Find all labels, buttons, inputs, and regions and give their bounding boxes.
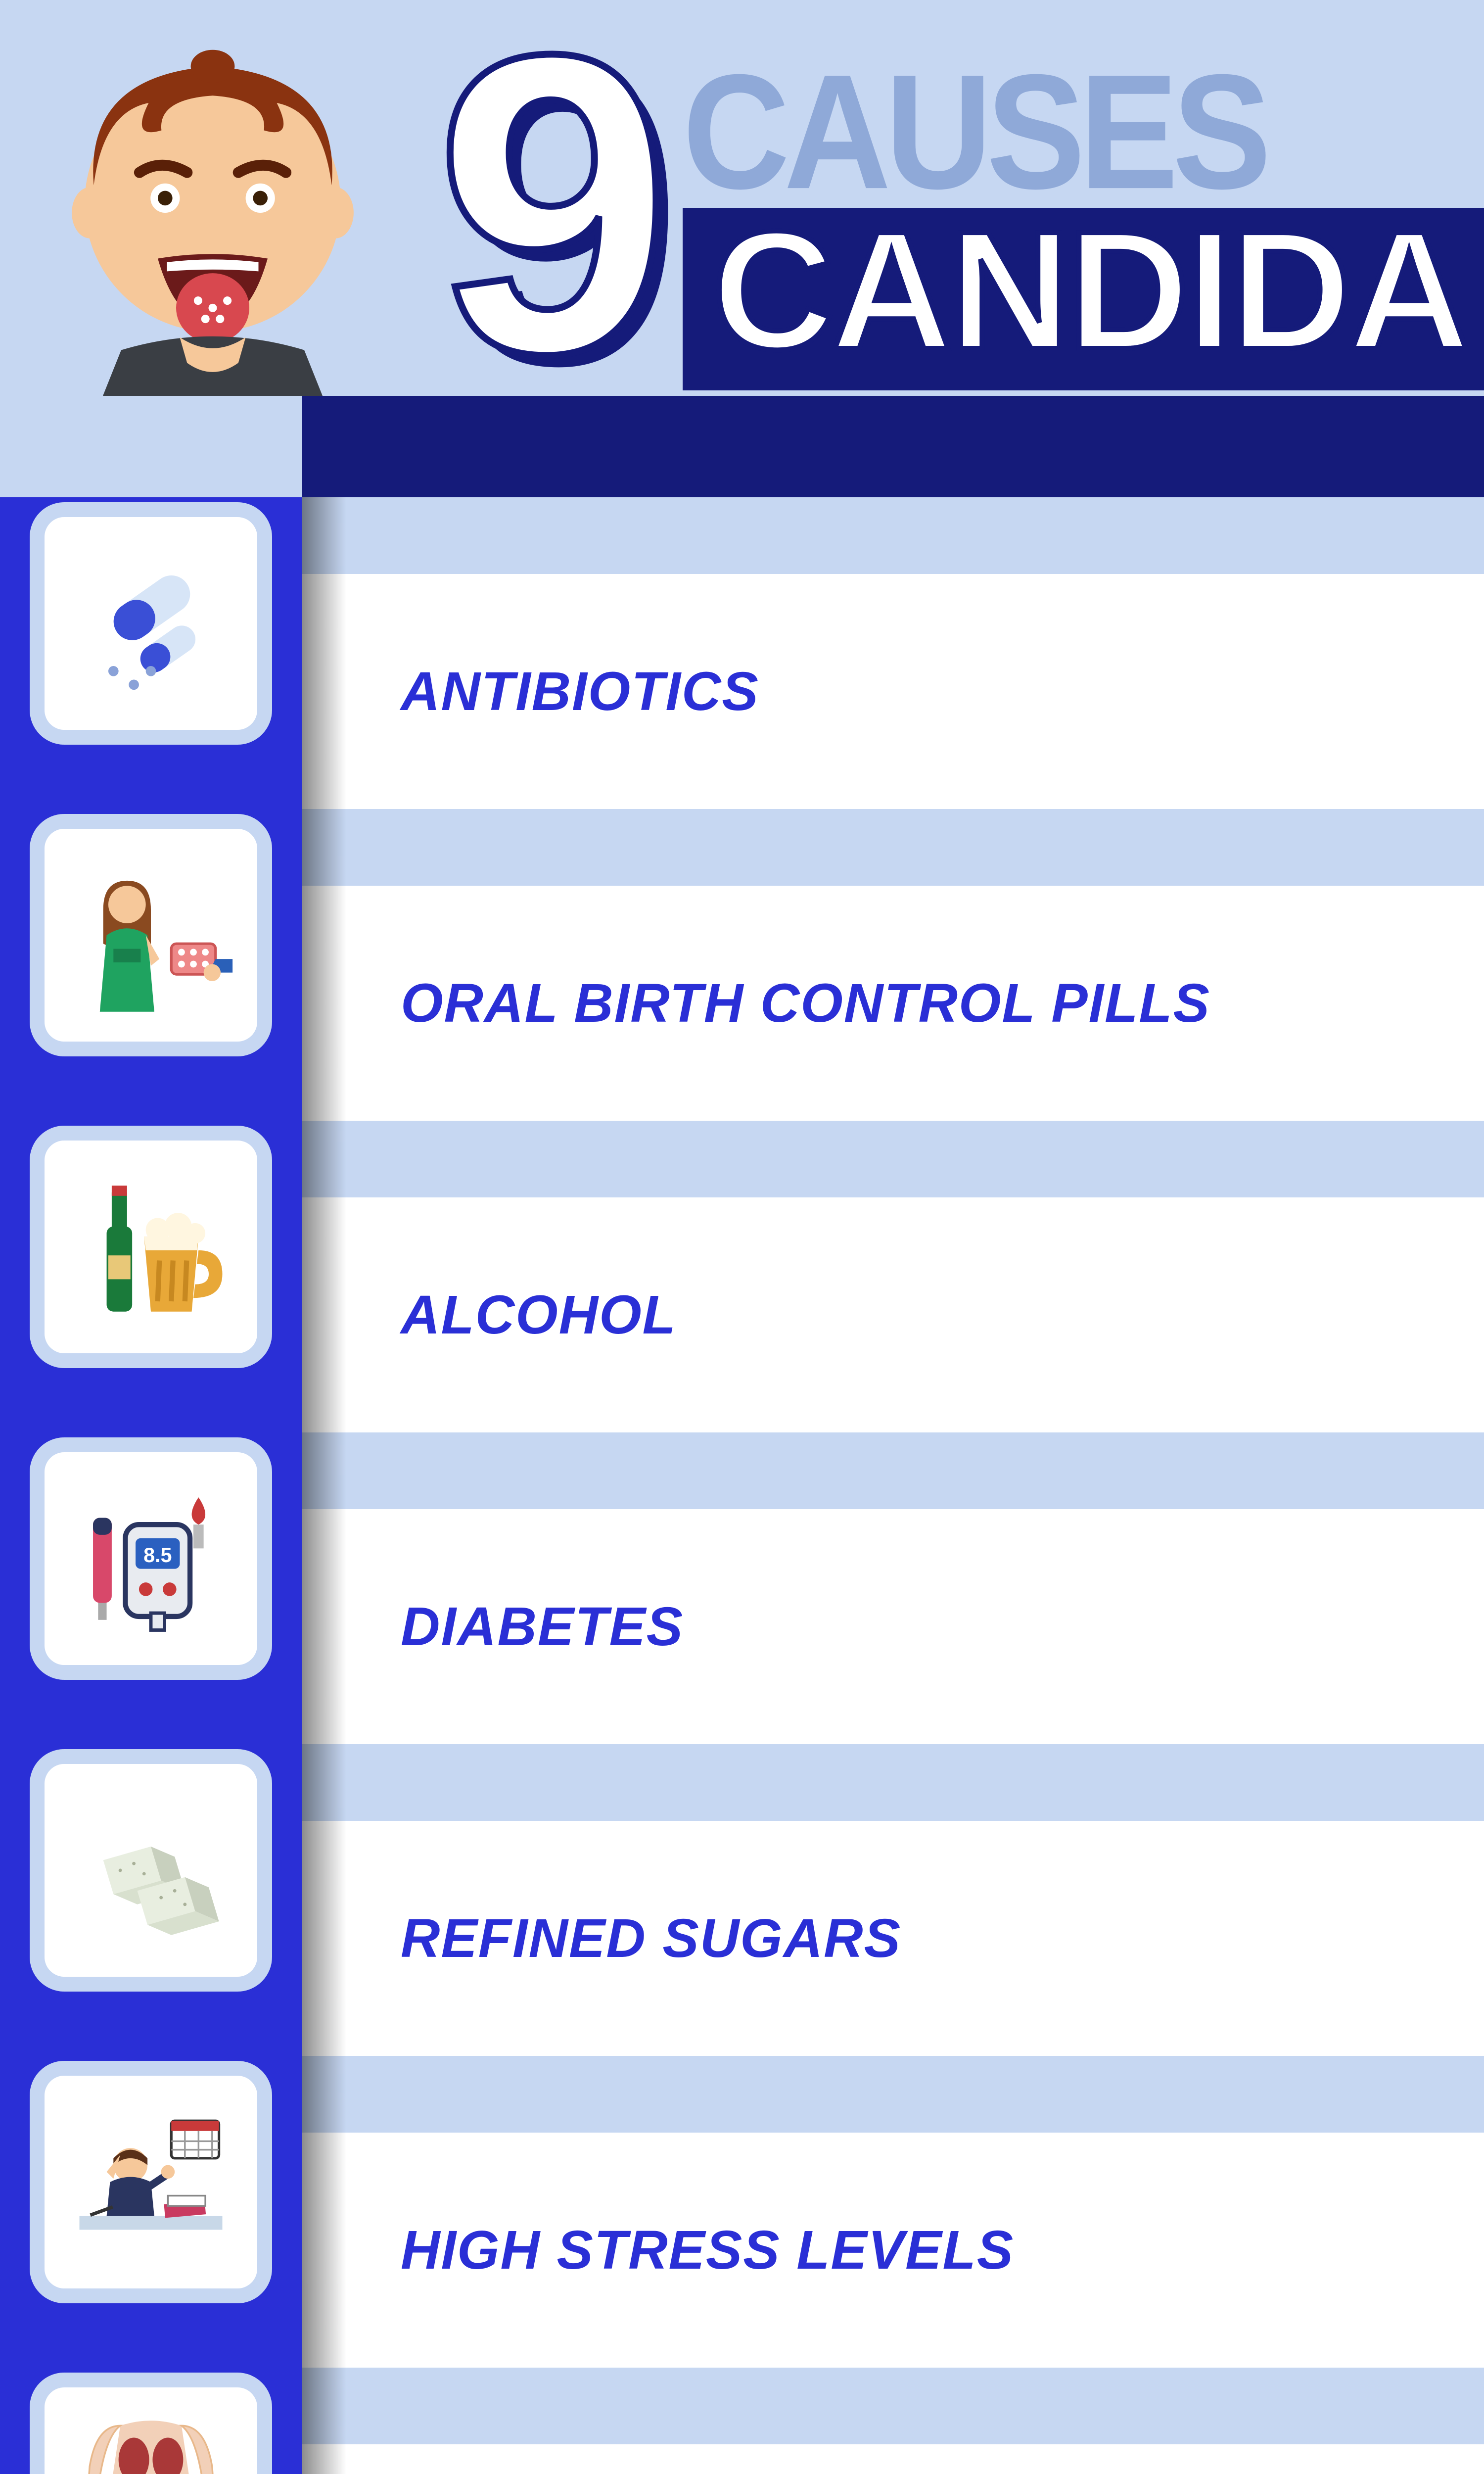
icon-box-pills: [30, 502, 272, 745]
title-candida: CANDIDA: [683, 208, 1484, 390]
row-divider: [302, 1432, 1484, 1509]
row-content: ANTIBIOTICS: [302, 574, 1484, 809]
row-divider: [302, 1744, 1484, 1821]
row-divider: [302, 809, 1484, 886]
row-content: DIABETES: [302, 1509, 1484, 1744]
row-4: DIABETES: [302, 1432, 1484, 1744]
infographic: 9 CAUSES OF CANDIDA: [0, 0, 1484, 2474]
pills-icon: [66, 538, 236, 709]
face-tongue-icon: [30, 30, 396, 396]
icon-box-stress: [30, 2061, 272, 2303]
row-7: WEAKENED IMMUNE SYSTEM: [302, 2368, 1484, 2474]
stressed-person-icon: [66, 2097, 236, 2267]
glucometer-icon: 8.5: [66, 1474, 236, 1644]
woman-pills-icon: [66, 850, 236, 1020]
row-divider: [302, 2056, 1484, 2133]
row-divider: [302, 497, 1484, 574]
row-6: HIGH STRESS LEVELS: [302, 2056, 1484, 2368]
title-number: 9: [435, 30, 652, 379]
cause-label: REFINED SUGARS: [401, 1907, 901, 1970]
svg-text:8.5: 8.5: [143, 1544, 172, 1567]
row-1: ANTIBIOTICS: [302, 497, 1484, 809]
row-content: HIGH STRESS LEVELS: [302, 2133, 1484, 2368]
icon-box-woman-pills: [30, 814, 272, 1056]
cause-label: HIGH STRESS LEVELS: [401, 2219, 1014, 2282]
icon-box-anatomy: [30, 2373, 272, 2474]
row-5: REFINED SUGARS: [302, 1744, 1484, 2056]
icon-box-sugar: [30, 1749, 272, 1992]
row-content: ALCOHOL: [302, 1197, 1484, 1432]
row-divider: [302, 1121, 1484, 1197]
row-content: WEAKENED IMMUNE SYSTEM: [302, 2444, 1484, 2474]
cause-label: ANTIBIOTICS: [401, 660, 759, 723]
row-3: ALCOHOL: [302, 1121, 1484, 1432]
cause-label: ALCOHOL: [401, 1284, 677, 1346]
row-2: ORAL BIRTH CONTROL PILLS: [302, 809, 1484, 1121]
row-divider: [302, 2368, 1484, 2444]
row-content: ORAL BIRTH CONTROL PILLS: [302, 886, 1484, 1121]
cause-label: ORAL BIRTH CONTROL PILLS: [401, 972, 1210, 1035]
row-content: REFINED SUGARS: [302, 1821, 1484, 2056]
beer-icon: [66, 1162, 236, 1332]
sugar-cubes-icon: [66, 1785, 236, 1955]
cause-label: DIABETES: [401, 1595, 684, 1658]
icon-box-beer: [30, 1126, 272, 1368]
header: 9 CAUSES OF CANDIDA: [0, 0, 1484, 497]
anatomy-icon: [66, 2409, 236, 2474]
icon-box-glucometer: 8.5: [30, 1437, 272, 1680]
